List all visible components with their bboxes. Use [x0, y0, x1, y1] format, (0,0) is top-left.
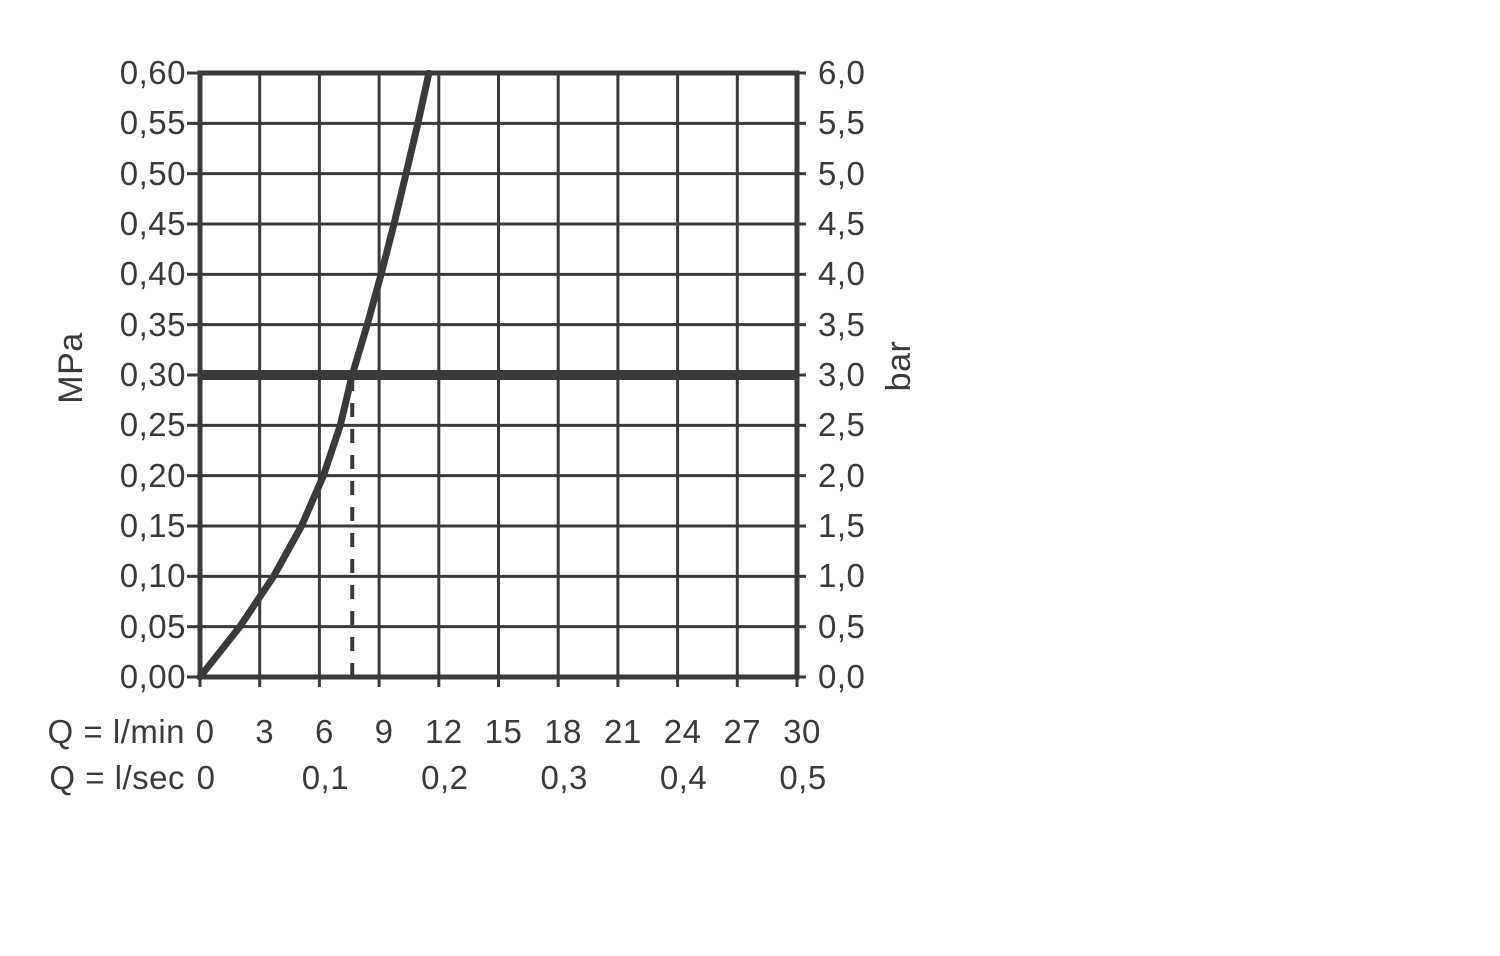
x-lsec-tick-label: 0,5: [779, 759, 827, 796]
y-left-tick-label: 0,50: [119, 154, 186, 192]
x-lsec-tick-label: 0,2: [421, 759, 469, 796]
x-lmin-tick-label: 6: [314, 713, 334, 750]
y-right-tick-label: 6,0: [818, 54, 866, 91]
x-lmin-tick-label: 12: [424, 713, 463, 750]
y-right-tick-label: 4,0: [818, 255, 866, 293]
x-lsec-tick-label: 0,1: [301, 759, 350, 796]
y-right-tick-label: 2,0: [818, 456, 866, 494]
y-left-tick-label: 0,35: [119, 305, 186, 343]
y-axis-left-unit-label: MPa: [52, 332, 90, 404]
y-right-tick-label: 4,5: [818, 205, 866, 242]
y-right-tick-label: 5,5: [818, 104, 866, 142]
x-lmin-tick-label: 0: [195, 713, 215, 750]
x-lmin-tick-label: 15: [484, 713, 523, 750]
flow-curve: [197, 70, 433, 681]
y-left-tick-label: 0,15: [119, 507, 186, 544]
y-right-tick-label: 3,5: [818, 305, 866, 343]
y-axis-right-unit-label: bar: [880, 340, 918, 392]
y-right-tick-label: 1,0: [818, 557, 866, 595]
y-left-tick-label: 0,20: [119, 456, 186, 494]
y-left-tick-label: 0,10: [119, 557, 186, 595]
y-right-tick-label: 3,0: [818, 356, 866, 393]
y-right-tick-label: 1,5: [818, 507, 866, 544]
grid-lines: [200, 73, 797, 677]
y-right-tick-label: 2,5: [818, 406, 866, 444]
x-axis-caption-lmin: Q = l/min: [47, 713, 185, 750]
x-lsec-tick-label: 0,3: [540, 759, 588, 796]
y-left-tick-label: 0,05: [119, 607, 186, 645]
y-left-tick-label: 0,40: [119, 255, 186, 293]
x-lmin-tick-label: 18: [544, 713, 583, 750]
y-left-tick-label: 0,25: [119, 406, 186, 444]
x-lmin-tick-label: 27: [723, 713, 762, 750]
y-right-tick-label: 0,0: [818, 658, 866, 695]
y-left-tick-label: 0,60: [119, 54, 186, 91]
x-lmin-tick-label: 3: [255, 713, 275, 750]
y-left-tick-label: 0,30: [119, 356, 186, 393]
y-right-tick-label: 0,5: [818, 607, 866, 645]
x-lmin-tick-label: 24: [663, 713, 702, 750]
y-left-tick-label: 0,55: [119, 104, 186, 142]
x-lsec-tick-label: 0: [196, 759, 216, 796]
y-left-tick-label: 0,45: [119, 205, 186, 242]
x-lsec-tick-label: 0,4: [659, 759, 708, 796]
x-axis-caption-lsec: Q = l/sec: [49, 759, 185, 796]
x-lmin-tick-label: 21: [604, 713, 642, 750]
x-lmin-tick-label: 30: [783, 713, 821, 750]
x-lmin-tick-label: 9: [374, 713, 394, 750]
y-right-tick-label: 5,0: [818, 154, 866, 192]
y-left-tick-label: 0,00: [119, 658, 186, 695]
